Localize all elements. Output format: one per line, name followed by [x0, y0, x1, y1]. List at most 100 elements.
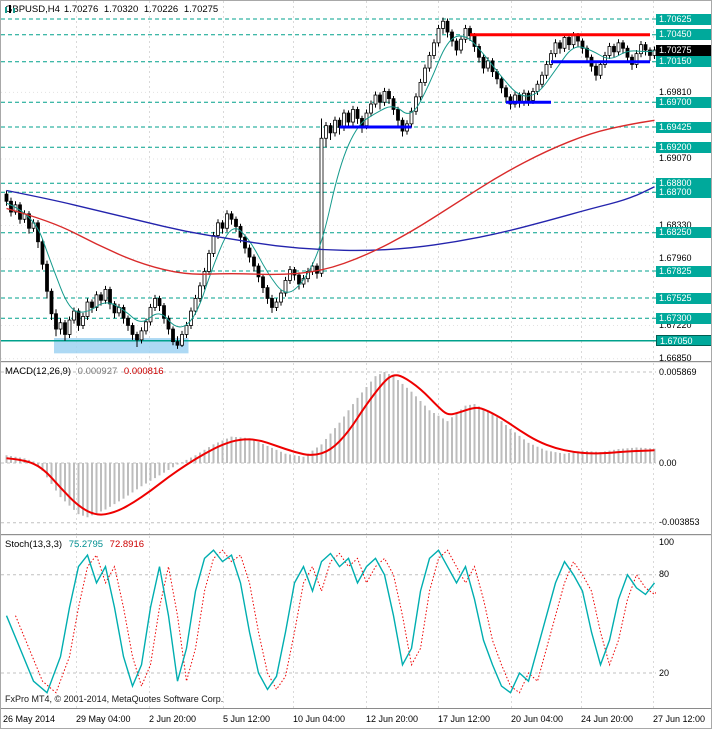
- candle-body: [351, 109, 355, 123]
- candle-body: [225, 213, 229, 229]
- candle-body: [4, 193, 9, 202]
- macd-plot-area[interactable]: [1, 363, 656, 534]
- macd-signal-line[interactable]: [6, 374, 655, 516]
- panel-separator-1[interactable]: [1, 361, 711, 363]
- candle-body: [450, 31, 454, 42]
- candle-body: [72, 310, 76, 321]
- candle-body: [391, 98, 396, 110]
- price-grid-label: 1.66850: [659, 353, 692, 364]
- candle-body: [585, 47, 589, 58]
- macd-axis-label: 0.00: [659, 457, 677, 468]
- candle-body: [540, 74, 544, 85]
- candle-body: [139, 330, 144, 341]
- candle-body: [103, 289, 108, 301]
- candle-body: [144, 321, 148, 332]
- candle-body: [378, 94, 382, 103]
- candle-body: [243, 236, 247, 249]
- stochastic-scale[interactable]: 100 80 20: [656, 536, 711, 708]
- price-level-label: 1.70450: [656, 29, 711, 41]
- candle-body: [319, 137, 324, 274]
- macd-value-main: 0.000927: [77, 366, 118, 377]
- candle-body: [256, 265, 261, 278]
- stoch-value-main: 75.2795: [68, 539, 104, 550]
- price-level-label: 1.67525: [656, 292, 711, 304]
- candle-body: [157, 298, 162, 307]
- vertical-gridlines: [76, 363, 654, 534]
- candle-body: [9, 200, 13, 213]
- candle-body: [409, 110, 414, 125]
- candle-body: [396, 109, 400, 121]
- candle-body: [85, 301, 90, 317]
- candle-body: [477, 46, 481, 58]
- price-level-label: 1.67300: [656, 312, 711, 324]
- ma-medium-line[interactable]: [6, 119, 655, 276]
- candle-body: [508, 96, 513, 105]
- vertical-gridlines: [76, 536, 654, 708]
- candle-body: [292, 269, 297, 276]
- current-price-label: 1.70275: [656, 45, 711, 56]
- price-level-label: 1.68700: [656, 186, 711, 198]
- price-plot-area[interactable]: [1, 1, 656, 361]
- candle-body: [598, 64, 603, 76]
- panel-separator-2[interactable]: [1, 534, 711, 536]
- candle-body: [634, 53, 639, 65]
- copyright-label: FxPro MT4, © 2001-2014, MetaQuotes Softw…: [5, 694, 224, 704]
- candle-body: [148, 307, 153, 323]
- stoch-signal-line[interactable]: [15, 549, 657, 694]
- price-grid-label: 1.69810: [659, 86, 692, 97]
- candle-body: [504, 87, 508, 98]
- candle-body: [180, 334, 184, 346]
- candle-body: [283, 280, 288, 294]
- time-scale[interactable]: 26 May 2014 29 May 04:00 2 Jun 20:00 5 Jun …: [1, 708, 711, 728]
- candle-body: [63, 322, 67, 335]
- candle-body: [274, 301, 279, 308]
- ohlc-low: 1.70226: [143, 4, 179, 15]
- candle-body: [76, 310, 81, 326]
- candle-body: [234, 218, 238, 227]
- candle-body: [558, 42, 562, 49]
- candle-body: [346, 112, 351, 123]
- candle-body: [279, 292, 283, 303]
- candle-body: [315, 265, 319, 274]
- stoch-axis-label: 100: [659, 536, 675, 547]
- candle-body: [67, 319, 72, 335]
- candle-body: [513, 94, 517, 105]
- ma-slow-line[interactable]: [6, 186, 655, 252]
- candle-body: [607, 46, 612, 56]
- candle-body: [288, 269, 292, 281]
- candle-body: [531, 91, 535, 101]
- stochastic-panel: 100 80 20 Stoch(13,3,3) 75.2795 72.8916 Fx…: [1, 536, 711, 708]
- candle-body: [171, 328, 175, 343]
- price-level-label: 1.68800: [656, 177, 711, 189]
- time-axis-label: 10 Jun 04:00: [293, 714, 346, 724]
- candle-body: [490, 60, 495, 73]
- candle-body: [594, 65, 598, 76]
- candle-body: [153, 298, 157, 308]
- candle-body: [418, 82, 423, 98]
- price-grid-label: 1.67960: [659, 253, 692, 264]
- stoch-name: Stoch(13,3,3): [5, 539, 63, 550]
- stoch-axis-label: 20: [659, 667, 670, 678]
- candle-body: [45, 263, 49, 292]
- time-axis-label: 12 Jun 20:00: [366, 714, 419, 724]
- candle-body: [220, 222, 225, 229]
- candle-body: [211, 235, 216, 254]
- candlestick-series[interactable]: [4, 17, 656, 349]
- candle-body: [126, 317, 130, 326]
- candle-body: [166, 317, 171, 330]
- candle-body: [567, 37, 571, 46]
- candle-body: [652, 49, 656, 56]
- macd-scale[interactable]: 0.005869 0.00 -0.003853: [656, 363, 711, 534]
- ma-fast-line[interactable]: [6, 35, 655, 328]
- macd-panel: 0.005869 0.00 -0.003853 MACD(12,26,9) 0.00…: [1, 363, 711, 534]
- macd-level-lines: [1, 371, 656, 524]
- stoch-main-line[interactable]: [5, 549, 656, 694]
- stochastic-plot-area[interactable]: [1, 536, 656, 708]
- macd-histogram: [5, 372, 656, 518]
- price-level-label: 1.70150: [656, 56, 711, 68]
- candle-body: [486, 60, 490, 69]
- price-scale[interactable]: 1.69810 1.69070 1.68330 1.67960 1.67220 1.668…: [656, 1, 711, 364]
- highlight-zone[interactable]: [54, 338, 189, 354]
- candle-body: [90, 301, 94, 308]
